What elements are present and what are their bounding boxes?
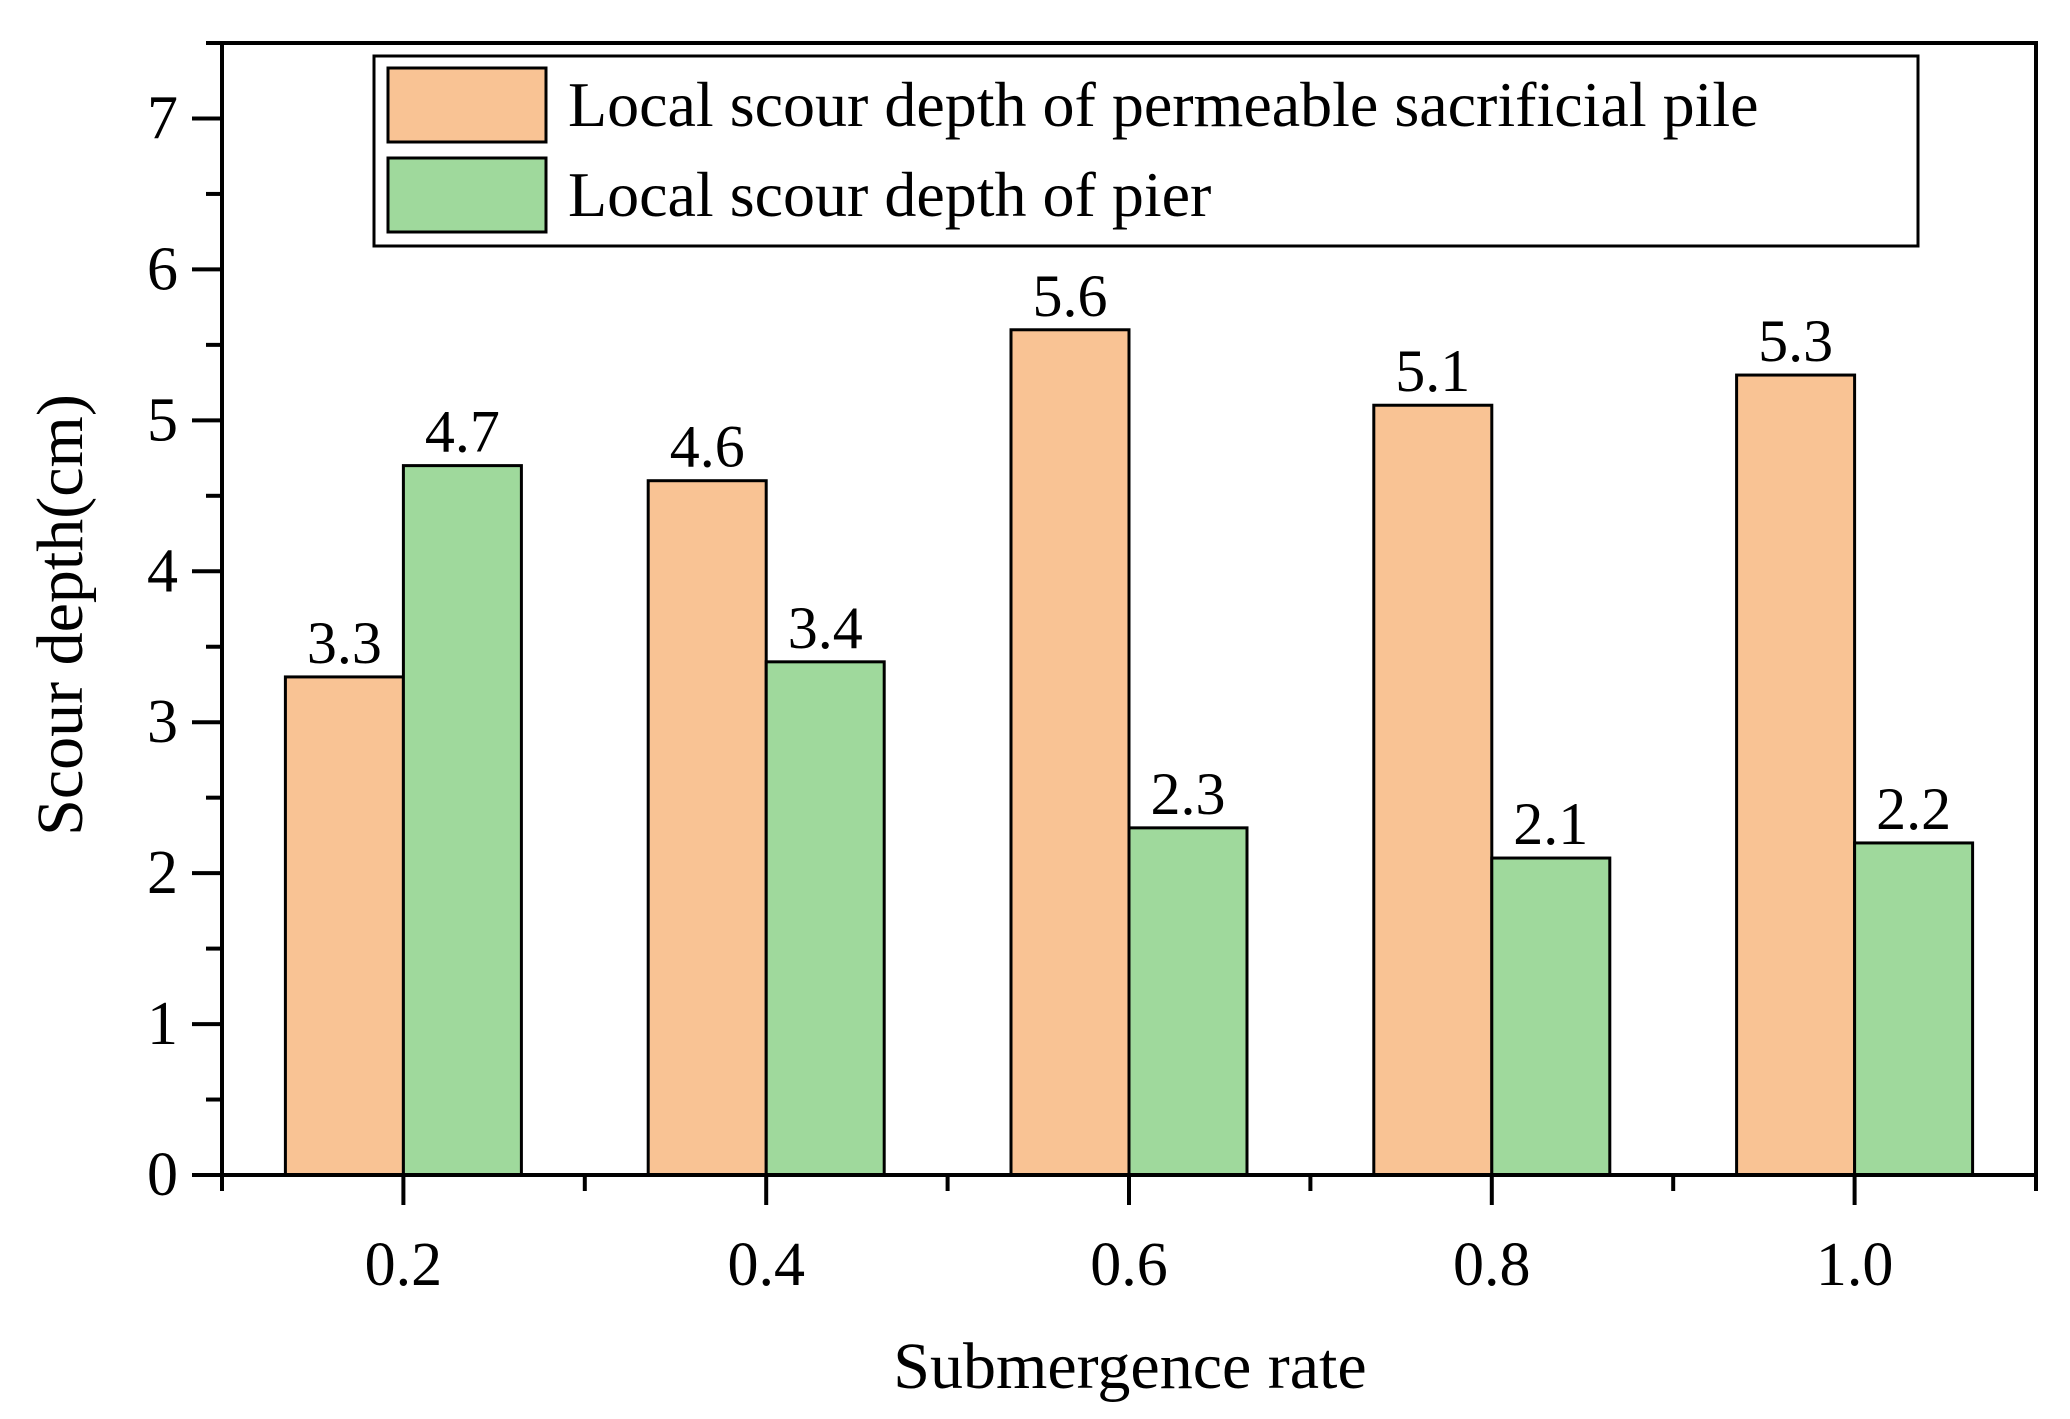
bar-pile-0.6 xyxy=(1009,328,1131,1177)
y-axis-title: Scour depth(cm) xyxy=(24,394,97,836)
data-label-pile-0.6: 5.6 xyxy=(1033,263,1108,329)
data-label-pier-1.0: 2.2 xyxy=(1876,776,1951,842)
x-tick-label-0.6: 0.6 xyxy=(1090,1231,1168,1299)
y-tick-label-4: 4 xyxy=(147,537,178,605)
bar-pile-0.2 xyxy=(283,675,405,1177)
data-label-pier-0.4: 3.4 xyxy=(788,595,863,661)
bar-pier-0.8 xyxy=(1490,856,1612,1177)
y-tick-label-5: 5 xyxy=(147,386,178,454)
x-tick-label-0.4: 0.4 xyxy=(727,1231,805,1299)
data-label-pile-0.8: 5.1 xyxy=(1395,338,1470,404)
data-label-pier-0.8: 2.1 xyxy=(1513,791,1588,857)
bar-pier-1.0 xyxy=(1853,841,1975,1177)
legend-box xyxy=(372,54,1920,248)
legend-swatch-pier xyxy=(386,156,548,234)
y-tick-label-6: 6 xyxy=(147,235,178,303)
plot-area: 3.3 4.6 5.6 5.1 5.3 4.7 3.4 2.3 2.1 2.2 0 1 2 3 4 5 6 7 0.… xyxy=(147,41,2038,1299)
y-tick-label-1: 1 xyxy=(147,990,178,1058)
legend-label-pier: Local scour depth of pier xyxy=(568,159,1211,230)
y-tick-label-3: 3 xyxy=(147,688,178,756)
bar-pile-0.8 xyxy=(1372,403,1494,1177)
x-axis-title: Submergence rate xyxy=(893,1330,1366,1403)
legend: Local scour depth of permeable sacrifici… xyxy=(372,54,1920,248)
data-label-pile-0.4: 4.6 xyxy=(670,414,745,480)
x-tick-label-0.2: 0.2 xyxy=(365,1231,443,1299)
x-tick-label-1.0: 1.0 xyxy=(1816,1231,1894,1299)
x-tick-label-0.8: 0.8 xyxy=(1453,1231,1531,1299)
bar-pier-0.2 xyxy=(401,464,523,1177)
bar-pile-0.4 xyxy=(646,479,768,1177)
data-label-pile-0.2: 3.3 xyxy=(307,610,382,676)
data-label-pier-0.6: 2.3 xyxy=(1151,761,1226,827)
data-label-pile-1.0: 5.3 xyxy=(1758,308,1833,374)
bar-pile-1.0 xyxy=(1735,373,1857,1177)
y-tick-label-7: 7 xyxy=(147,84,178,152)
data-label-pier-0.2: 4.7 xyxy=(425,399,500,465)
y-tick-label-2: 2 xyxy=(147,839,178,907)
y-tick-label-0: 0 xyxy=(147,1141,178,1209)
legend-label-pile: Local scour depth of permeable sacrifici… xyxy=(568,69,1759,140)
bar-pier-0.6 xyxy=(1127,826,1249,1177)
legend-swatch-pile xyxy=(386,66,548,144)
bar-pier-0.4 xyxy=(764,660,886,1177)
